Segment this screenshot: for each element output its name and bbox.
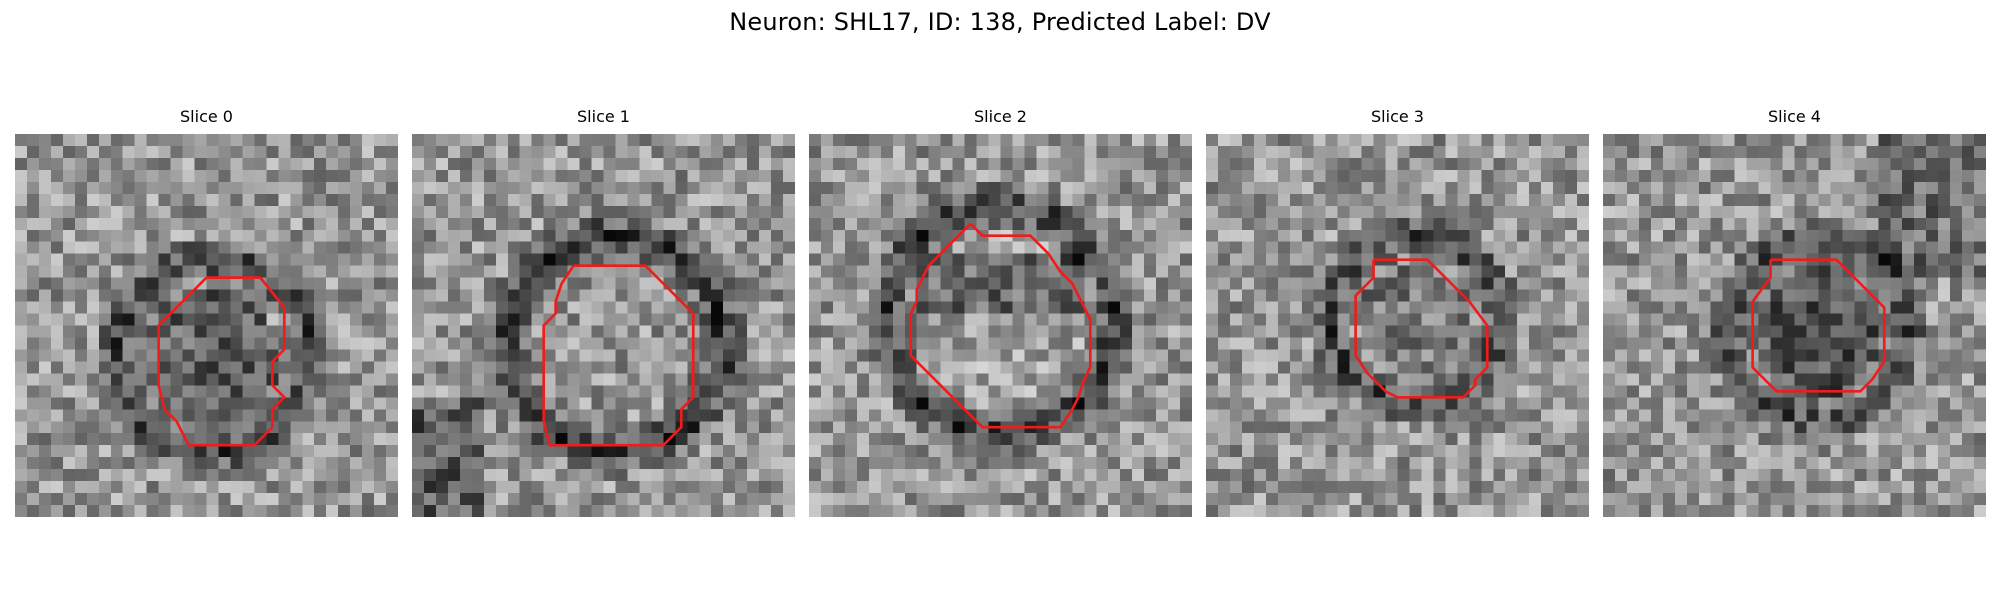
slice-title-4: Slice 4 xyxy=(1768,107,1821,126)
slice-image-0 xyxy=(15,134,398,517)
slice-panel-0: Slice 0 xyxy=(15,107,398,517)
slice-pixels-0 xyxy=(15,134,398,517)
slice-title-3: Slice 3 xyxy=(1371,107,1424,126)
slice-panel-2: Slice 2 xyxy=(809,107,1192,517)
slice-title-2: Slice 2 xyxy=(974,107,1027,126)
cell-contour-0 xyxy=(157,276,286,447)
slice-pixels-3 xyxy=(1206,134,1589,517)
slice-panel-4: Slice 4 xyxy=(1603,107,1986,517)
cell-contour-2 xyxy=(909,222,1092,429)
cell-contour-1 xyxy=(542,264,695,447)
slice-pixels-2 xyxy=(809,134,1192,517)
slice-panel-3: Slice 3 xyxy=(1206,107,1589,517)
slice-image-1 xyxy=(412,134,795,517)
slice-title-1: Slice 1 xyxy=(577,107,630,126)
slice-image-2 xyxy=(809,134,1192,517)
slice-pixels-4 xyxy=(1603,134,1986,517)
slice-pixels-1 xyxy=(412,134,795,517)
cell-contour-4 xyxy=(1751,258,1886,393)
slice-title-0: Slice 0 xyxy=(180,107,233,126)
figure-title: Neuron: SHL17, ID: 138, Predicted Label:… xyxy=(729,8,1271,36)
cell-contour-3 xyxy=(1354,258,1489,399)
slice-image-3 xyxy=(1206,134,1589,517)
slice-panel-1: Slice 1 xyxy=(412,107,795,517)
slice-image-4 xyxy=(1603,134,1986,517)
